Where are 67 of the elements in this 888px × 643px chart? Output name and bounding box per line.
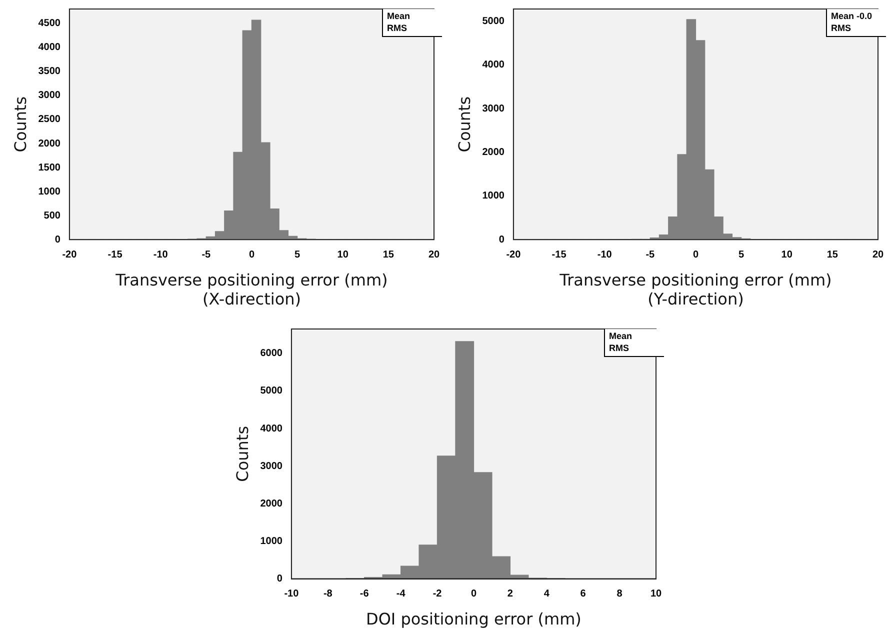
y-tick-label: 6000 [260, 348, 283, 360]
x-tick-label: 15 [826, 249, 838, 260]
x-tick-label: -20 [62, 249, 78, 260]
annotation: Mean -0.0 [831, 10, 874, 22]
x-tick-label: -5 [202, 249, 212, 260]
x-tick-label: 2 [507, 588, 514, 600]
x-tick-label: 10 [781, 249, 793, 260]
y-tick-label: 2000 [482, 147, 505, 158]
stats-box: Mean RMS [382, 9, 442, 37]
y-tick-label: 2000 [38, 138, 61, 150]
x-tick-label: -10 [284, 588, 300, 600]
y-tick-label: 3000 [260, 460, 283, 472]
annotation: RMS [387, 22, 408, 34]
x-tick-label: -4 [396, 588, 406, 600]
x-tick-label: 10 [650, 588, 662, 600]
y-tick-label: 4000 [38, 42, 61, 54]
annotation: Mean [609, 330, 634, 342]
y-tick-label: 2000 [260, 498, 283, 510]
x-tick-label: -8 [323, 588, 333, 600]
x-tick-label: 20 [872, 249, 884, 260]
y-tick-label: 3000 [482, 103, 505, 114]
y-tick-label: 4000 [260, 423, 283, 434]
y-tick-label: 4000 [482, 60, 505, 71]
annotation: RMS [609, 342, 630, 354]
x-tick-label: -15 [552, 249, 567, 260]
annotation: Mean [387, 10, 412, 22]
x-tick-label: -6 [360, 588, 370, 600]
y-tick-label: 3000 [38, 90, 61, 102]
y-tick-label: 1500 [38, 162, 61, 174]
x-tick-label: 0 [248, 249, 255, 260]
x-tick-label: 15 [382, 249, 394, 260]
x-axis-title: Transverse positioning error (mm) (X-direction) [114, 270, 388, 309]
x-tick-label: 4 [544, 588, 550, 600]
y-tick-label: 0 [498, 234, 505, 246]
x-tick-label: 5 [294, 249, 301, 260]
y-tick-label: 500 [44, 210, 61, 222]
x-tick-label: 8 [616, 588, 623, 600]
annotation: RMS [831, 22, 852, 34]
x-axis-title: DOI positioning error (mm) [366, 610, 582, 629]
stats-box: Mean RMS [604, 329, 664, 357]
x-tick-label: 0 [470, 588, 477, 600]
x-tick-label: -5 [646, 249, 656, 260]
x-tick-label: -15 [108, 249, 123, 260]
y-tick-label: 1000 [38, 186, 61, 198]
x-tick-label: -2 [432, 588, 442, 600]
y-axis-title: Counts [10, 96, 30, 152]
y-tick-label: 3500 [38, 66, 61, 78]
x-tick-label: -10 [153, 249, 168, 260]
y-tick-label: 2500 [38, 114, 61, 126]
y-tick-label: 0 [54, 234, 61, 246]
x-tick-label: 0 [692, 249, 699, 260]
y-tick-label: 1000 [260, 536, 283, 547]
y-tick-label: 5000 [260, 386, 283, 397]
y-axis-title: Counts [232, 426, 252, 482]
stats-box: Mean -0.0 RMS [826, 9, 886, 37]
x-tick-label: 20 [428, 249, 440, 260]
x-tick-label: -20 [506, 249, 522, 260]
x-tick-label: 5 [738, 249, 745, 260]
y-tick-label: 5000 [482, 16, 505, 27]
x-tick-label: -10 [597, 249, 612, 260]
x-tick-label: 6 [580, 588, 586, 600]
y-tick-label: 1000 [482, 190, 505, 202]
y-tick-label: 4500 [38, 18, 61, 30]
x-axis-title: Transverse positioning error (mm) (Y-direction) [558, 270, 832, 309]
y-axis-title: Counts [454, 96, 474, 152]
y-tick-label: 0 [276, 574, 283, 585]
x-tick-label: 10 [337, 249, 349, 260]
